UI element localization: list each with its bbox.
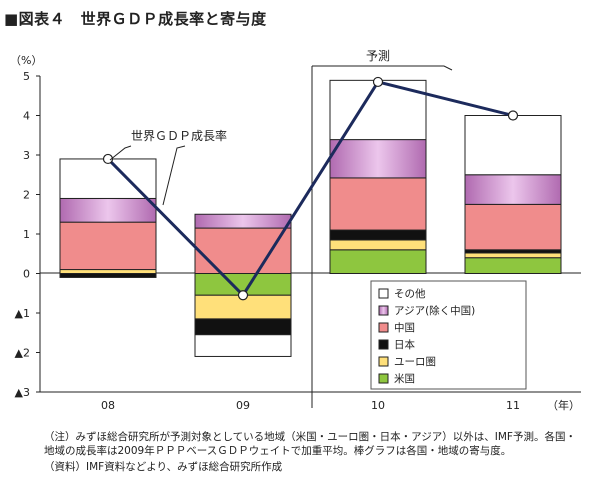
bar-segment — [194, 334, 292, 357]
legend-label: その他 — [394, 287, 426, 300]
legend-swatch — [378, 373, 389, 384]
legend-swatch — [378, 356, 389, 367]
forecast-label: 予測 — [366, 49, 390, 63]
y-tick-label: 5 — [23, 70, 30, 83]
line-callout-label: 世界ＧＤＰ成長率 — [131, 128, 227, 143]
bar-segment — [464, 115, 562, 176]
note-text: （注）みずほ総合研究所が予測対象としている地域（米国・ユーロ圏・日本・アジア）以… — [44, 431, 576, 457]
x-tick-label: 08 — [101, 399, 115, 412]
bar-segment — [59, 273, 157, 278]
bar-segment — [59, 197, 157, 223]
bar-segment — [464, 257, 562, 275]
bar-segment — [59, 269, 157, 274]
bar-segment — [329, 177, 427, 231]
bar-segment — [464, 203, 562, 251]
legend-label: ユーロ圏 — [394, 356, 436, 368]
legend-swatch — [378, 288, 389, 299]
bar-segment — [329, 249, 427, 275]
y-tick-label: 4 — [23, 110, 30, 123]
bar-segment — [329, 239, 427, 251]
legend-swatch — [378, 305, 389, 316]
x-axis-unit: （年） — [547, 398, 580, 412]
bar-segment — [59, 221, 157, 271]
line-callout-leader-2 — [109, 145, 132, 161]
y-tick-label: ▲1 — [15, 307, 30, 320]
bar-segment — [329, 229, 427, 241]
bar-segment — [194, 213, 292, 229]
y-axis-label: （%） — [10, 54, 42, 67]
x-tick-label: 11 — [506, 399, 520, 412]
source-text: （資料）IMF資料などより、みずほ総合研究所作成 — [44, 461, 283, 473]
growth-rate-point — [507, 110, 519, 121]
y-tick-label: 3 — [23, 149, 30, 162]
y-tick-label: 1 — [23, 228, 30, 241]
growth-rate-point — [237, 290, 249, 301]
bar-segment — [464, 252, 562, 259]
bar-segment — [329, 139, 427, 179]
growth-rate-point — [102, 153, 114, 165]
line-callout-leader — [162, 145, 186, 206]
bar-segment — [194, 227, 292, 274]
forecast-bracket — [312, 65, 453, 71]
growth-rate-line — [106, 80, 514, 297]
growth-rate-point — [372, 76, 384, 88]
x-tick-label: 09 — [236, 399, 250, 412]
y-tick-label: 0 — [23, 268, 30, 281]
bar-segment — [464, 174, 562, 205]
legend-box — [370, 280, 527, 390]
legend-label: 中国 — [394, 321, 415, 334]
y-tick-label: ▲2 — [15, 347, 30, 360]
y-tick-label: ▲3 — [15, 386, 30, 399]
legend-swatch — [378, 322, 389, 333]
y-tick-label: 2 — [23, 189, 30, 202]
legend-label: アジア(除く中国) — [394, 304, 475, 317]
legend-label: 米国 — [394, 372, 415, 385]
x-tick-label: 10 — [371, 399, 385, 412]
bar-segment — [194, 318, 292, 336]
figure-title: ■図表４ 世界ＧＤＰ成長率と寄与度 — [4, 10, 267, 28]
legend-label: 日本 — [394, 338, 415, 351]
legend-swatch — [378, 339, 389, 350]
